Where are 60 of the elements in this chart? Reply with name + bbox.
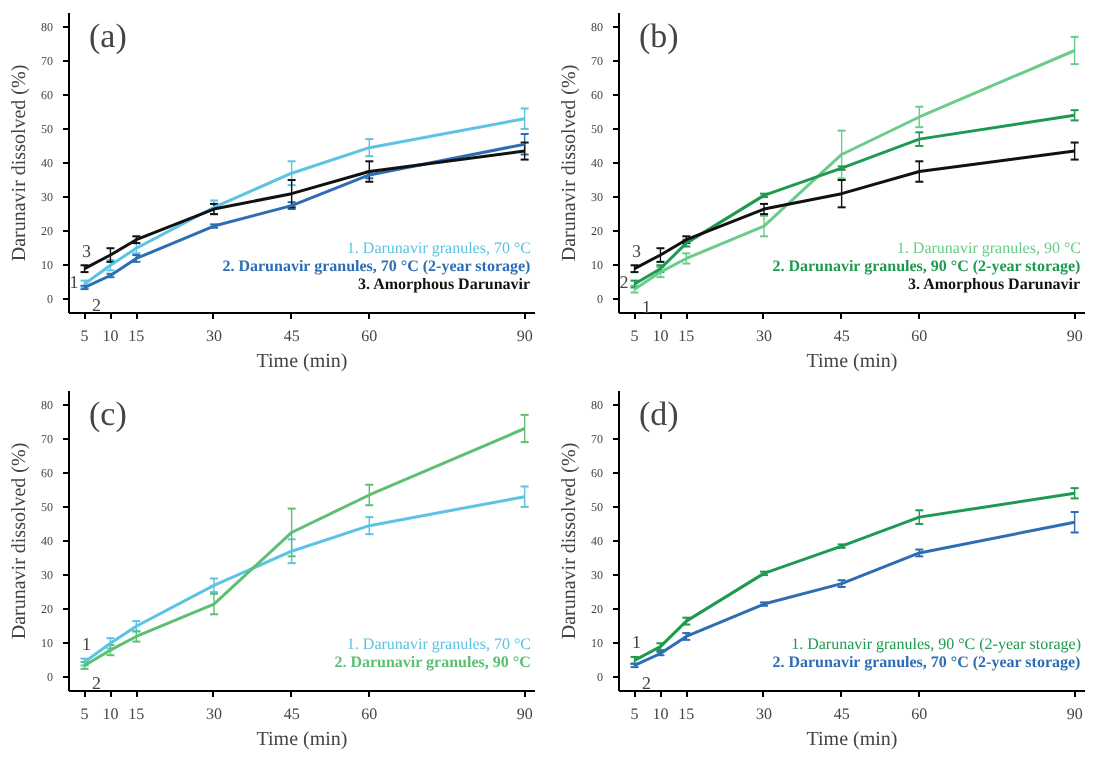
x-tick-label: 45 — [833, 327, 850, 345]
x-tick-label: 5 — [80, 327, 89, 345]
annotation: 2 — [619, 272, 629, 293]
x-tick-label: 15 — [678, 327, 695, 345]
annotation: 2 — [92, 673, 102, 694]
x-tick-label: 90 — [1066, 327, 1083, 345]
x-axis-title: Time (min) — [806, 351, 898, 373]
x-tick-label: 60 — [361, 327, 378, 345]
annotation: 1 — [82, 634, 92, 655]
x-tick-label: 60 — [911, 327, 928, 345]
x-tick-label: 10 — [102, 705, 119, 723]
x-tick-label: 45 — [283, 327, 300, 345]
x-tick-label: 90 — [1066, 705, 1083, 723]
x-tick-label: 5 — [630, 327, 639, 345]
annotation: 3 — [82, 240, 93, 261]
text: 1. Darunavir granules, 90 °C (2-year storage) — [791, 635, 1082, 653]
x-tick-label: 15 — [678, 705, 695, 723]
x-tick-label: 60 — [361, 705, 378, 723]
annotation: 1 — [69, 272, 79, 293]
chart-title: (d) — [639, 395, 679, 433]
x-tick-label: 45 — [833, 705, 850, 723]
text: 2. Darunavir granules, 70 °C (2-year storage) — [772, 653, 1082, 671]
text: 2. Darunavir granules, 90 °C (2-year storage) — [772, 257, 1082, 275]
x-tick-label: 60 — [911, 705, 928, 723]
x-tick-label: 15 — [128, 705, 145, 723]
chart-title: (a) — [89, 17, 127, 55]
series-label: 2. Darunavir granules, 70 °C (2-year storage) — [222, 257, 532, 275]
x-tick-label: 15 — [128, 327, 145, 345]
y-axis-title: Darunavir dissolved (%) — [9, 64, 31, 262]
chart-title: (b) — [639, 17, 679, 55]
x-tick-label: 5 — [630, 705, 639, 723]
x-tick-label: 30 — [205, 705, 222, 723]
text: 3. Amorphous Darunavir — [908, 275, 1082, 293]
y-axis-title: Darunavir dissolved (%) — [9, 442, 31, 640]
chart-title: (c) — [89, 395, 127, 433]
y-axis-title: Darunavir dissolved (%) — [559, 64, 581, 262]
x-axis-title: Time (min) — [256, 351, 348, 373]
x-tick-label: 45 — [283, 705, 300, 723]
text: 1. Darunavir granules, 90 °C — [896, 239, 1082, 257]
text: 3. Amorphous Darunavir — [358, 275, 532, 293]
annotation: 3 — [632, 240, 643, 261]
x-tick-label: 30 — [205, 327, 222, 345]
annotation: 2 — [642, 673, 652, 694]
x-tick-label: 10 — [652, 705, 669, 723]
text: 1. Darunavir granules, 70 °C — [346, 635, 532, 653]
annotation: 1 — [632, 632, 642, 653]
annotation: 1 — [642, 297, 652, 318]
text: 2. Darunavir granules, 90 °C — [334, 653, 532, 671]
x-axis-title: Time (min) — [806, 729, 898, 751]
x-tick-label: 90 — [516, 327, 533, 345]
x-tick-label: 5 — [80, 705, 89, 723]
x-tick-label: 30 — [755, 327, 772, 345]
annotation: 2 — [92, 295, 102, 316]
x-tick-label: 90 — [516, 705, 533, 723]
x-tick-label: 10 — [652, 327, 669, 345]
y-axis-title: Darunavir dissolved (%) — [559, 442, 581, 640]
text: 1. Darunavir granules, 70 °C — [346, 239, 532, 257]
x-tick-label: 10 — [102, 327, 119, 345]
x-tick-label: 30 — [755, 705, 772, 723]
x-axis-title: Time (min) — [256, 729, 348, 751]
